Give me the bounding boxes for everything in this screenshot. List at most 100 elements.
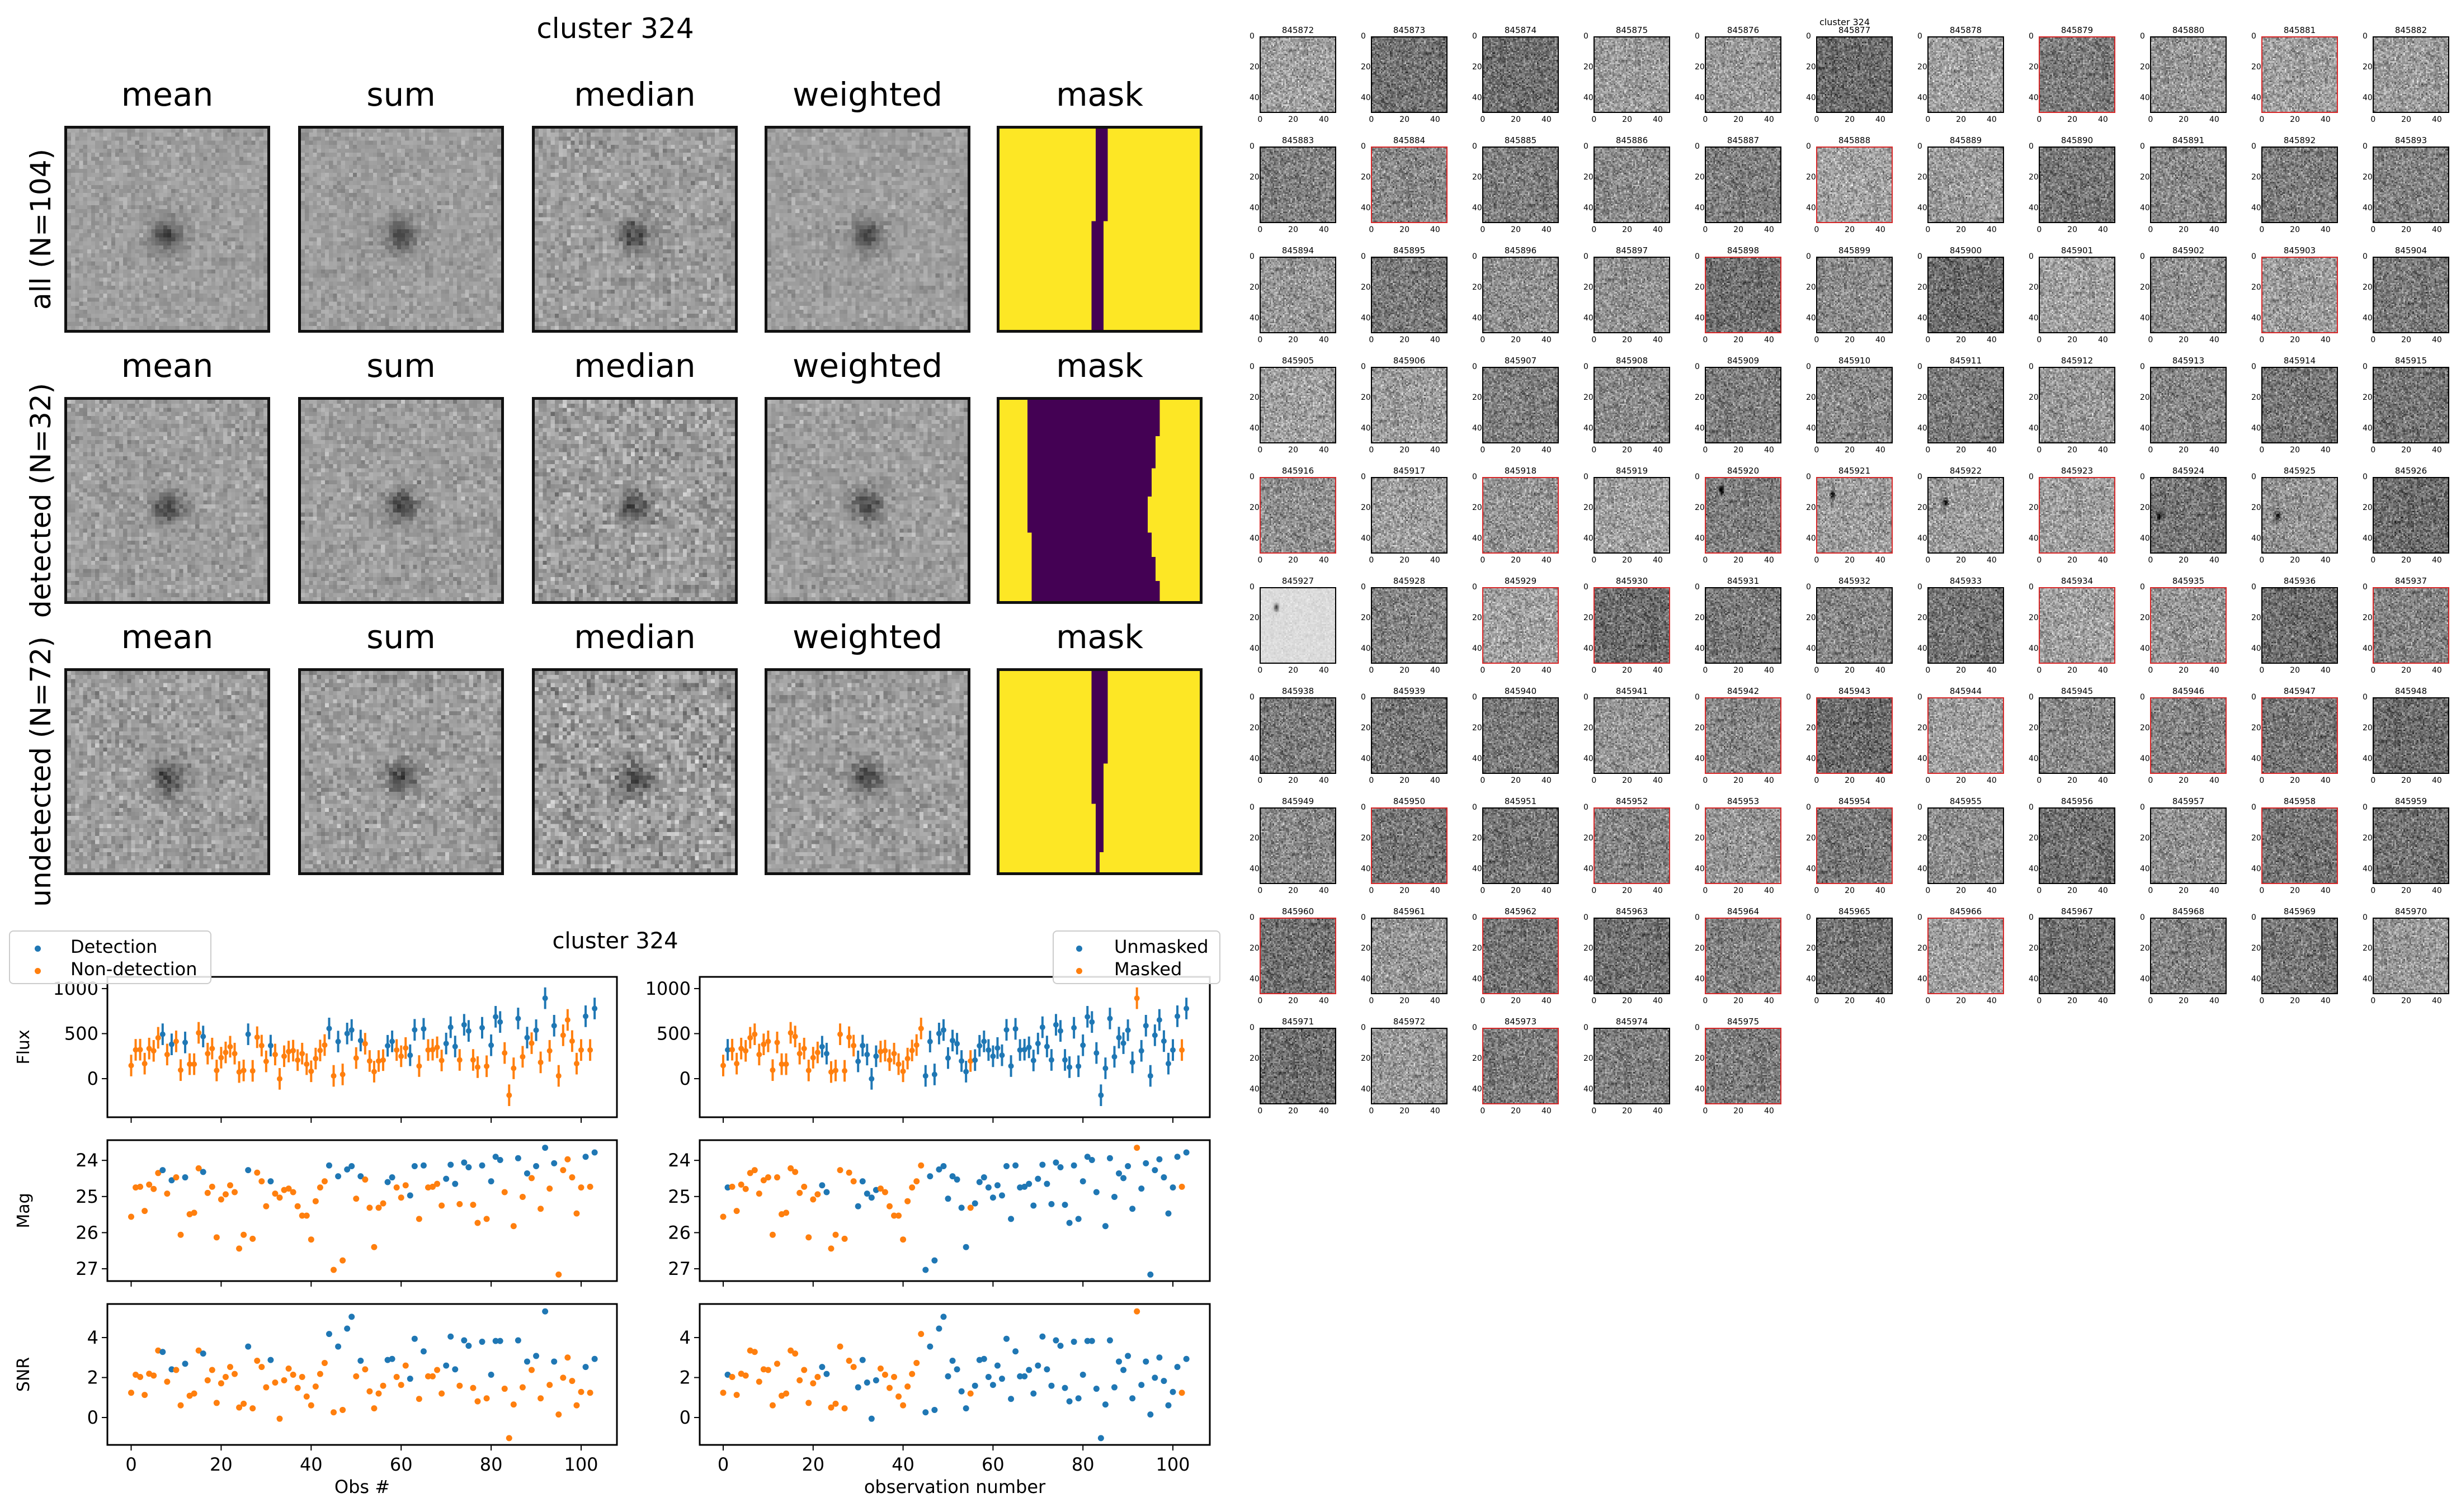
thumbnail-845892[interactable]: [2261, 147, 2338, 223]
thumbnail-845969[interactable]: [2261, 918, 2338, 994]
thumbnail-845971[interactable]: [1260, 1028, 1336, 1104]
thumbnail-845936[interactable]: [2261, 587, 2338, 664]
thumbnail-845974[interactable]: [1593, 1028, 1670, 1104]
thumbnail-845883[interactable]: [1260, 147, 1336, 223]
thumbnail-845951[interactable]: [1482, 807, 1559, 884]
thumbnail-845904[interactable]: [2373, 257, 2449, 333]
thumbnail-845934[interactable]: [2039, 587, 2115, 664]
thumbnail-845897[interactable]: [1593, 257, 1670, 333]
thumbnail-845906[interactable]: [1371, 367, 1448, 443]
thumbnail-845972[interactable]: [1371, 1028, 1448, 1104]
thumbnail-845924[interactable]: [2150, 477, 2227, 554]
thumbnail-845909[interactable]: [1705, 367, 1781, 443]
thumbnail-845879[interactable]: [2039, 36, 2115, 113]
thumbnail-845943[interactable]: [1816, 697, 1893, 774]
thumbnail-845900[interactable]: [1927, 257, 2004, 333]
thumbnail-845930[interactable]: [1593, 587, 1670, 664]
thumbnail-845881[interactable]: [2261, 36, 2338, 113]
thumbnail-845910[interactable]: [1816, 367, 1893, 443]
thumbnail-845948[interactable]: [2373, 697, 2449, 774]
thumbnail-845933[interactable]: [1927, 587, 2004, 664]
thumbnail-845880[interactable]: [2150, 36, 2227, 113]
thumbnail-845899[interactable]: [1816, 257, 1893, 333]
thumbnail-845959[interactable]: [2373, 807, 2449, 884]
thumbnail-845907[interactable]: [1482, 367, 1559, 443]
thumbnail-845975[interactable]: [1705, 1028, 1781, 1104]
thumbnail-845925[interactable]: [2261, 477, 2338, 554]
thumbnail-845887[interactable]: [1705, 147, 1781, 223]
thumbnail-845895[interactable]: [1371, 257, 1448, 333]
thumbnail-845877[interactable]: [1816, 36, 1893, 113]
thumbnail-845873[interactable]: [1371, 36, 1448, 113]
thumbnail-845901[interactable]: [2039, 257, 2115, 333]
thumbnail-845949[interactable]: [1260, 807, 1336, 884]
thumbnail-845929[interactable]: [1482, 587, 1559, 664]
thumbnail-845939[interactable]: [1371, 697, 1448, 774]
thumbnail-845911[interactable]: [1927, 367, 2004, 443]
thumbnail-845918[interactable]: [1482, 477, 1559, 554]
thumbnail-845964[interactable]: [1705, 918, 1781, 994]
thumbnail-845960[interactable]: [1260, 918, 1336, 994]
thumbnail-845941[interactable]: [1593, 697, 1670, 774]
thumbnail-845963[interactable]: [1593, 918, 1670, 994]
thumbnail-845902[interactable]: [2150, 257, 2227, 333]
thumbnail-845944[interactable]: [1927, 697, 2004, 774]
thumbnail-845912[interactable]: [2039, 367, 2115, 443]
thumbnail-845894[interactable]: [1260, 257, 1336, 333]
thumbnail-845872[interactable]: [1260, 36, 1336, 113]
thumbnail-845946[interactable]: [2150, 697, 2227, 774]
thumbnail-845875[interactable]: [1593, 36, 1670, 113]
thumbnail-845942[interactable]: [1705, 697, 1781, 774]
thumbnail-845922[interactable]: [1927, 477, 2004, 554]
thumbnail-845956[interactable]: [2039, 807, 2115, 884]
thumbnail-845876[interactable]: [1705, 36, 1781, 113]
thumbnail-845884[interactable]: [1371, 147, 1448, 223]
thumbnail-845935[interactable]: [2150, 587, 2227, 664]
thumbnail-845893[interactable]: [2373, 147, 2449, 223]
thumbnail-845938[interactable]: [1260, 697, 1336, 774]
thumbnail-845965[interactable]: [1816, 918, 1893, 994]
thumbnail-845908[interactable]: [1593, 367, 1670, 443]
thumbnail-845945[interactable]: [2039, 697, 2115, 774]
thumbnail-845961[interactable]: [1371, 918, 1448, 994]
thumbnail-845962[interactable]: [1482, 918, 1559, 994]
thumbnail-845926[interactable]: [2373, 477, 2449, 554]
thumbnail-845920[interactable]: [1705, 477, 1781, 554]
thumbnail-845915[interactable]: [2373, 367, 2449, 443]
thumbnail-845905[interactable]: [1260, 367, 1336, 443]
thumbnail-845966[interactable]: [1927, 918, 2004, 994]
thumbnail-845968[interactable]: [2150, 918, 2227, 994]
thumbnail-845954[interactable]: [1816, 807, 1893, 884]
thumbnail-845927[interactable]: [1260, 587, 1336, 664]
thumbnail-845890[interactable]: [2039, 147, 2115, 223]
thumbnail-845891[interactable]: [2150, 147, 2227, 223]
thumbnail-845914[interactable]: [2261, 367, 2338, 443]
thumbnail-845882[interactable]: [2373, 36, 2449, 113]
thumbnail-845937[interactable]: [2373, 587, 2449, 664]
thumbnail-845923[interactable]: [2039, 477, 2115, 554]
thumbnail-845947[interactable]: [2261, 697, 2338, 774]
thumbnail-845950[interactable]: [1371, 807, 1448, 884]
thumbnail-845928[interactable]: [1371, 587, 1448, 664]
thumbnail-845967[interactable]: [2039, 918, 2115, 994]
thumbnail-845917[interactable]: [1371, 477, 1448, 554]
thumbnail-845973[interactable]: [1482, 1028, 1559, 1104]
thumbnail-845886[interactable]: [1593, 147, 1670, 223]
thumbnail-845955[interactable]: [1927, 807, 2004, 884]
thumbnail-845940[interactable]: [1482, 697, 1559, 774]
thumbnail-845874[interactable]: [1482, 36, 1559, 113]
thumbnail-845970[interactable]: [2373, 918, 2449, 994]
thumbnail-845919[interactable]: [1593, 477, 1670, 554]
thumbnail-845878[interactable]: [1927, 36, 2004, 113]
thumbnail-845952[interactable]: [1593, 807, 1670, 884]
thumbnail-845885[interactable]: [1482, 147, 1559, 223]
thumbnail-845953[interactable]: [1705, 807, 1781, 884]
thumbnail-845921[interactable]: [1816, 477, 1893, 554]
thumbnail-845903[interactable]: [2261, 257, 2338, 333]
thumbnail-845888[interactable]: [1816, 147, 1893, 223]
thumbnail-845889[interactable]: [1927, 147, 2004, 223]
thumbnail-845898[interactable]: [1705, 257, 1781, 333]
thumbnail-845931[interactable]: [1705, 587, 1781, 664]
thumbnail-845896[interactable]: [1482, 257, 1559, 333]
thumbnail-845958[interactable]: [2261, 807, 2338, 884]
